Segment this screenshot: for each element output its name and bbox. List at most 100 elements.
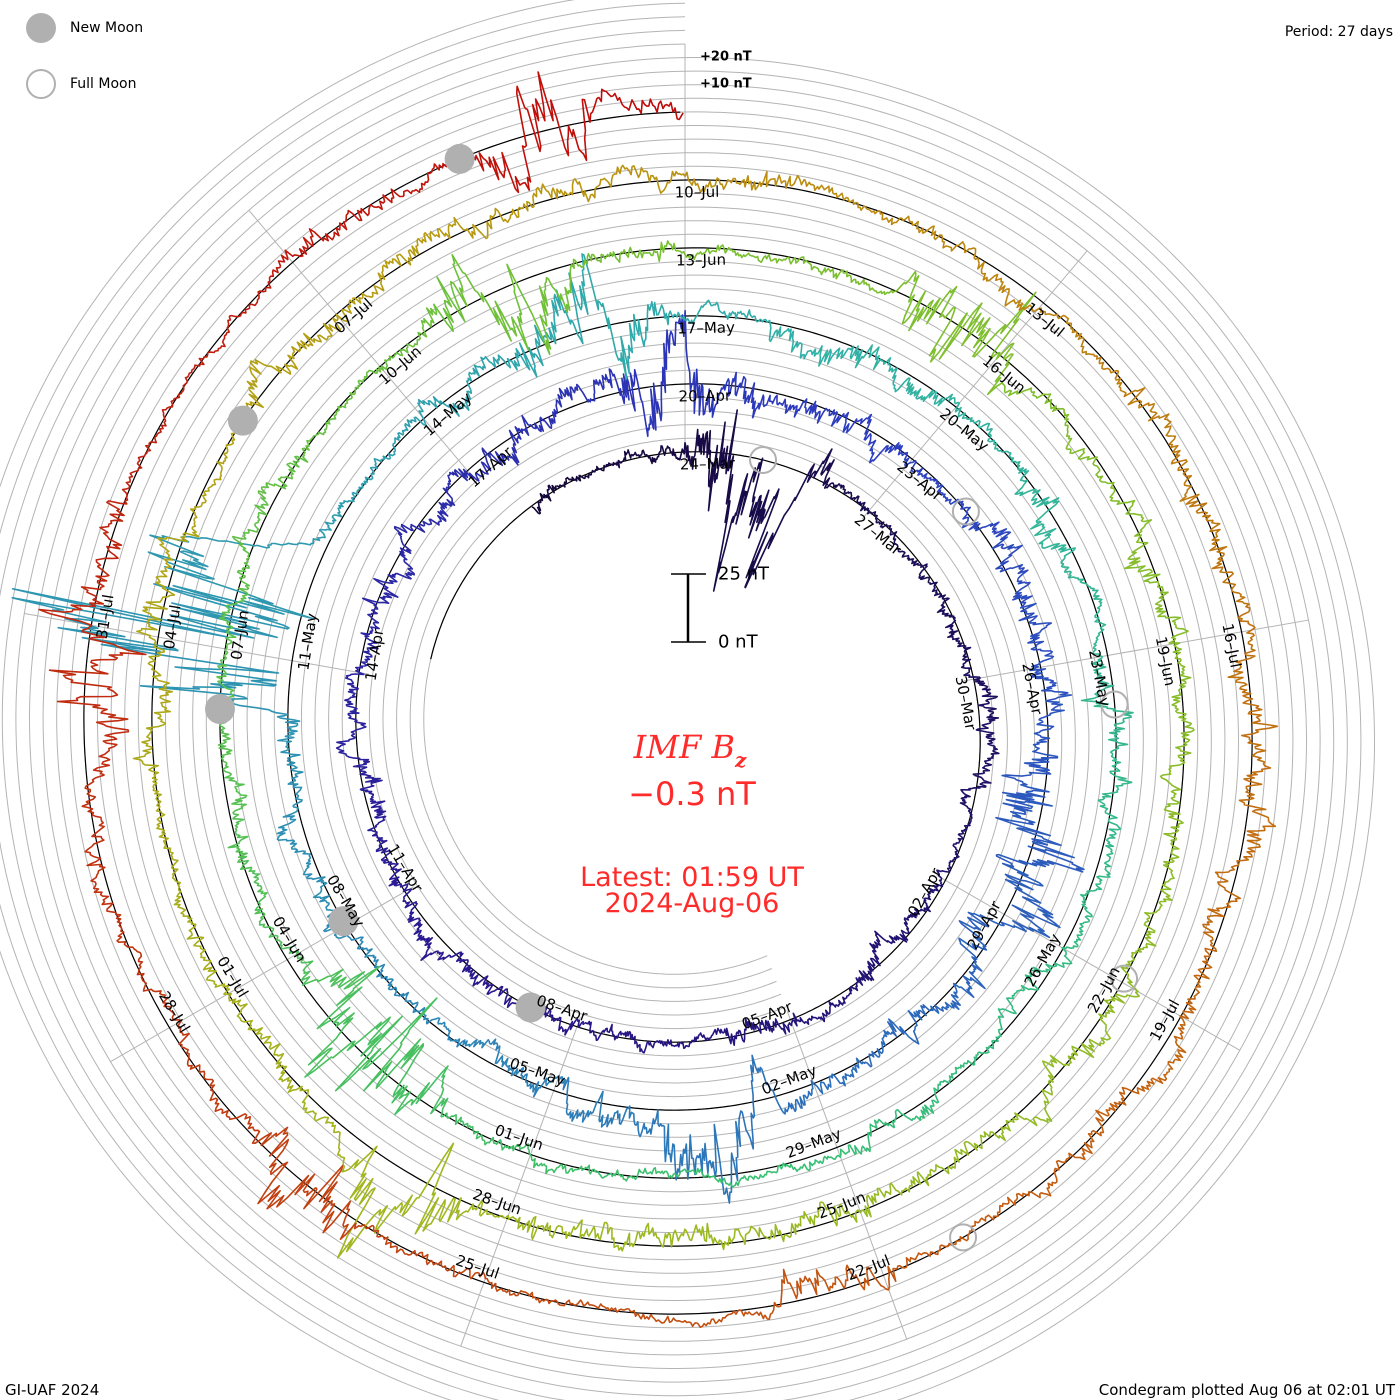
bz-trace-segment	[1168, 435, 1200, 502]
bz-trace-segment	[809, 1201, 872, 1227]
bz-trace-segment	[376, 963, 410, 1003]
bz-trace-segment	[737, 170, 806, 191]
bz-trace-segment	[346, 755, 383, 793]
bz-trace-segment	[1001, 782, 1053, 826]
bz-trace-segment	[1165, 1007, 1195, 1075]
bz-trace-segment	[906, 556, 930, 584]
bz-trace-segment	[1105, 1073, 1168, 1116]
bz-trace-segment	[114, 912, 145, 978]
scale-bar	[671, 573, 706, 643]
bz-trace-segment	[132, 708, 172, 773]
bz-trace-segment	[393, 525, 415, 580]
bz-trace-segment	[491, 342, 544, 378]
bz-trace-segment	[304, 965, 391, 1078]
bz-trace-segment	[673, 170, 739, 194]
bz-trace-segment	[751, 394, 797, 419]
bz-trace-segment	[1159, 749, 1192, 807]
bz-trace-segment	[855, 942, 881, 986]
bz-trace-segment	[752, 1211, 812, 1243]
bz-trace-segment	[955, 1202, 1010, 1245]
bz-trace-segment	[941, 611, 961, 643]
bz-trace-segment	[301, 413, 338, 458]
bz-trace-segment	[334, 997, 438, 1092]
bz-trace-segment	[1239, 686, 1279, 754]
date-label: 20–May	[936, 405, 992, 455]
date-label: 13–Jun	[676, 251, 726, 270]
bz-trace-segment	[1085, 848, 1114, 895]
zero-line	[83, 111, 1253, 1315]
bz-trace-segment	[646, 445, 681, 465]
scale-bar-top-label: 25 nT	[718, 564, 770, 585]
bz-trace-segment	[1092, 598, 1107, 651]
bz-trace-segment	[231, 999, 281, 1050]
bz-trace-segment	[676, 309, 718, 418]
bz-trace-segment	[147, 646, 173, 711]
chart-title-subscript: z	[734, 748, 747, 772]
bz-trace-segment	[634, 1222, 696, 1248]
bz-trace-segment	[610, 164, 676, 194]
bz-trace-segment	[506, 263, 572, 356]
bz-trace-segment	[1211, 558, 1251, 622]
bz-trace-segment	[889, 528, 910, 558]
bz-trace-segment	[690, 1027, 728, 1044]
bz-trace-segment	[520, 1067, 567, 1098]
bz-trace-segment	[232, 497, 269, 551]
bz-trace-segment	[672, 107, 684, 121]
bz-trace-segment	[1202, 880, 1242, 946]
bz-trace-segment	[155, 527, 200, 584]
bz-trace-segment	[373, 1142, 462, 1235]
bz-trace-segment	[958, 911, 1051, 941]
bz-trace-segment	[975, 706, 1000, 743]
bz-trace-segment	[276, 713, 301, 762]
bz-trace-segment	[562, 1076, 604, 1123]
date-label: 11–May	[294, 612, 321, 672]
bz-trace-segment	[178, 1032, 216, 1097]
bz-trace-segment	[953, 397, 993, 431]
bz-trace-segment	[928, 581, 950, 614]
bz-trace-segment	[863, 205, 924, 234]
bz-trace-segment	[1029, 657, 1073, 703]
bz-trace-segment	[962, 511, 1012, 541]
bz-trace-segment	[1163, 805, 1184, 866]
bz-trace-segment	[922, 225, 980, 264]
bz-trace-segment	[455, 951, 486, 987]
bz-trace-segment	[336, 1145, 382, 1259]
bz-trace-segment	[803, 178, 866, 211]
bz-trace-segment	[391, 1065, 449, 1118]
bz-trace-segment	[618, 1030, 656, 1054]
bz-trace-segment	[963, 674, 998, 707]
bz-trace-segment	[524, 71, 600, 162]
bz-trace-segment	[679, 428, 712, 487]
bz-trace-segment	[991, 536, 1029, 580]
radial-spoke	[460, 1017, 581, 1347]
bz-trace-segment	[243, 358, 292, 419]
radial-spoke	[786, 1010, 908, 1340]
bz-trace-segment	[1073, 893, 1093, 947]
bz-trace-segment	[940, 841, 961, 873]
bz-trace-segment	[494, 426, 530, 466]
bz-trace-segment	[568, 253, 634, 380]
bz-trace-segment	[841, 269, 896, 296]
bz-trace-segment	[402, 899, 423, 937]
bz-trace-segment	[303, 1165, 374, 1240]
bz-trace-segment	[1001, 862, 1061, 929]
bz-trace-segment	[345, 642, 379, 678]
legend-full-moon: Full Moon	[70, 76, 136, 92]
scale-bar-bottom-label: 0 nT	[718, 632, 759, 653]
bz-trace-segment	[1238, 751, 1272, 822]
bz-trace-segment	[1098, 974, 1140, 1031]
full-moon-marker	[949, 1223, 978, 1252]
bz-trace-segment	[569, 251, 621, 284]
bz-trace-segment	[1080, 338, 1123, 392]
bz-trace-segment	[935, 481, 971, 513]
bz-trace-segment	[641, 1167, 694, 1179]
bz-trace-segment	[276, 806, 306, 853]
date-label: 17–May	[677, 318, 735, 337]
bz-trace-segment	[813, 345, 864, 369]
bz-trace-segment	[557, 379, 597, 408]
bz-trace-segment	[1171, 691, 1195, 751]
bz-trace-segment	[929, 982, 975, 1014]
bz-trace-segment	[321, 492, 356, 531]
bz-trace-segment	[1080, 697, 1134, 748]
full-moon-marker	[951, 497, 980, 526]
